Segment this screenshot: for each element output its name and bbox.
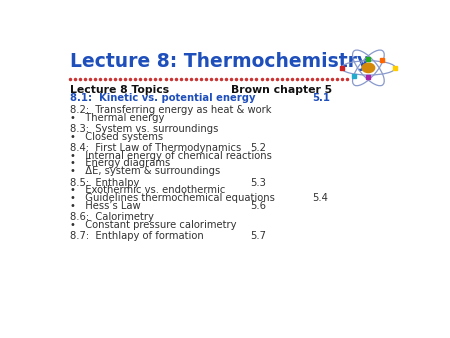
Text: Lecture 8 Topics: Lecture 8 Topics [69,85,169,95]
Text: Lecture 8: Thermochemistry: Lecture 8: Thermochemistry [69,52,369,71]
Text: •   Hess’s Law: • Hess’s Law [69,201,140,211]
Text: 5.6: 5.6 [250,201,266,211]
Text: 5.7: 5.7 [250,231,266,241]
Text: •   Energy diagrams: • Energy diagrams [69,159,170,168]
Text: •   ΔE, system & surroundings: • ΔE, system & surroundings [69,166,220,176]
Text: •   Thermal energy: • Thermal energy [69,113,164,122]
Text: 5.4: 5.4 [313,193,328,203]
Text: 5.2: 5.2 [250,143,266,153]
Text: 8.4:  First Law of Thermodynamics: 8.4: First Law of Thermodynamics [69,143,241,153]
Text: •   Constant pressure calorimetry: • Constant pressure calorimetry [69,220,236,230]
Text: 8.3:  System vs. surroundings: 8.3: System vs. surroundings [69,124,218,134]
Text: •   Exothermic vs. endothermic: • Exothermic vs. endothermic [69,185,225,195]
Text: 8.6:  Calorimetry: 8.6: Calorimetry [69,212,153,222]
Text: 8.2:  Transferring energy as heat & work: 8.2: Transferring energy as heat & work [69,105,271,115]
Text: Brown chapter 5: Brown chapter 5 [230,85,332,95]
Text: 8.1:  Kinetic vs. potential energy: 8.1: Kinetic vs. potential energy [69,93,255,103]
Circle shape [362,63,375,73]
Text: •   Guidelines thermochemical equations: • Guidelines thermochemical equations [69,193,274,203]
Text: •   Closed systems: • Closed systems [69,131,162,142]
Text: 8.7:  Enthlapy of formation: 8.7: Enthlapy of formation [69,231,203,241]
Text: 8.5:  Enthalpy: 8.5: Enthalpy [69,177,139,188]
Text: 5.3: 5.3 [250,177,266,188]
Text: •   Internal energy of chemical reactions: • Internal energy of chemical reactions [69,151,271,161]
Text: 5.1: 5.1 [313,93,331,103]
